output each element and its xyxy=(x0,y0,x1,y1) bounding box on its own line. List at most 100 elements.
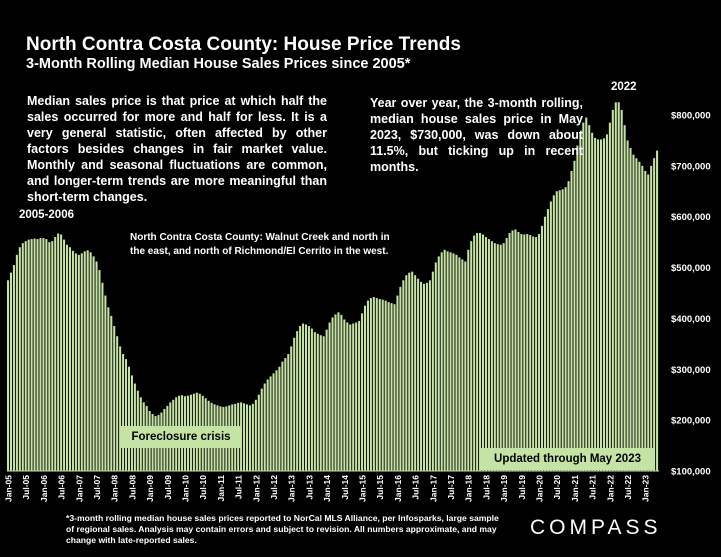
bar xyxy=(644,170,647,471)
bar xyxy=(42,238,45,471)
bar xyxy=(576,145,579,471)
bar xyxy=(63,239,66,471)
bar xyxy=(272,373,275,471)
yoy-note: Year over year, the 3-month rolling, med… xyxy=(370,96,583,174)
bar xyxy=(555,191,558,472)
bar xyxy=(18,247,21,471)
bar xyxy=(51,241,54,471)
bar xyxy=(452,253,455,471)
bar xyxy=(387,302,390,471)
bar xyxy=(594,137,597,471)
bar xyxy=(110,315,113,471)
bar xyxy=(278,366,281,471)
bar xyxy=(476,232,479,471)
bar xyxy=(296,331,299,471)
bar xyxy=(260,388,263,471)
bar xyxy=(567,181,570,472)
bar xyxy=(48,242,51,471)
bar xyxy=(334,314,337,471)
bar xyxy=(74,253,77,471)
x-tick-label: Jul-18 xyxy=(481,475,491,500)
bar xyxy=(579,132,582,472)
bar xyxy=(325,329,328,471)
bar xyxy=(632,154,635,472)
footnote: *3-month rolling median house sales pric… xyxy=(66,513,499,545)
bar xyxy=(481,234,485,471)
bar xyxy=(656,150,659,471)
bar xyxy=(349,324,352,471)
bar xyxy=(402,280,405,471)
bar xyxy=(284,358,287,471)
bar xyxy=(608,122,611,471)
bar xyxy=(369,298,372,471)
x-tick-label: Jul-12 xyxy=(269,475,279,500)
bar xyxy=(316,333,319,471)
bar xyxy=(293,337,296,471)
bar xyxy=(517,231,520,471)
annotation-2005-2006: 2005-2006 xyxy=(19,209,74,221)
bar xyxy=(375,298,378,471)
bar xyxy=(591,132,594,472)
bar xyxy=(331,317,334,471)
bar xyxy=(89,252,92,471)
bar xyxy=(549,201,552,471)
bar xyxy=(337,312,340,471)
bar xyxy=(540,225,544,471)
x-tick-label: Jul-05 xyxy=(21,475,31,500)
bar xyxy=(558,190,561,471)
bar xyxy=(381,299,384,471)
bar xyxy=(467,249,470,471)
bar xyxy=(600,139,603,471)
bar xyxy=(561,189,564,471)
bar xyxy=(372,297,375,471)
bar xyxy=(546,209,549,471)
bar xyxy=(107,307,110,471)
x-tick-label: Jul-09 xyxy=(163,475,173,500)
bar xyxy=(638,161,641,472)
bar xyxy=(653,158,656,472)
bar xyxy=(520,234,523,471)
y-tick-label: $300,000 xyxy=(671,365,711,376)
x-tick-label: Jul-21 xyxy=(588,475,598,500)
bar xyxy=(21,243,24,471)
x-tick-label: Jan-16 xyxy=(393,475,403,502)
bar xyxy=(290,346,293,471)
bar xyxy=(116,336,119,471)
bar xyxy=(36,239,39,471)
bar xyxy=(254,399,257,471)
bar xyxy=(257,394,260,471)
bar xyxy=(502,243,505,471)
bar xyxy=(352,323,355,471)
bar xyxy=(328,322,331,471)
bar xyxy=(411,271,414,471)
bar xyxy=(390,303,393,471)
bar xyxy=(437,256,440,471)
x-tick-label: Jan-08 xyxy=(110,475,120,502)
bar xyxy=(470,241,473,471)
x-tick-label: Jan-18 xyxy=(464,475,474,502)
compass-logo: COMPASS xyxy=(530,516,662,539)
bar xyxy=(310,328,313,471)
x-tick-label: Jan-14 xyxy=(322,475,332,502)
bar xyxy=(366,300,369,471)
bar xyxy=(122,354,125,471)
bar xyxy=(597,139,600,471)
x-tick-label: Jan-09 xyxy=(145,475,155,502)
bar xyxy=(573,160,576,471)
bar xyxy=(101,282,104,471)
x-tick-label: Jul-15 xyxy=(375,475,385,500)
bar xyxy=(243,403,246,471)
y-tick-label: $500,000 xyxy=(671,263,711,274)
bar xyxy=(582,122,585,471)
bar xyxy=(505,238,508,471)
bar xyxy=(526,234,529,471)
bar xyxy=(511,230,514,471)
bar xyxy=(446,251,449,471)
bar xyxy=(417,278,420,471)
bar xyxy=(552,195,555,471)
bar xyxy=(487,239,490,471)
bar xyxy=(24,241,27,471)
bar xyxy=(7,280,10,471)
x-tick-label: Jan-22 xyxy=(605,475,615,502)
bar xyxy=(45,239,48,471)
